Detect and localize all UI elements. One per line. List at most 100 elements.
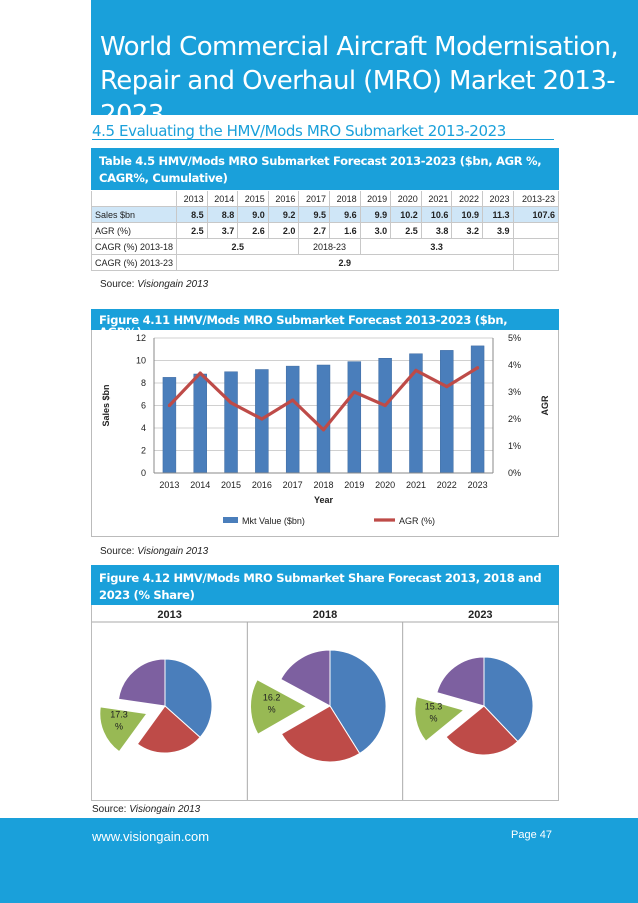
pie-data-label: 17.3 [110, 710, 128, 720]
x-tick-label: 2023 [468, 480, 488, 490]
agr-point [383, 403, 387, 408]
table-header-row: 2013 2014 2015 2016 2017 2018 2019 2020 2021 2022… [90, 191, 560, 207]
footer-url[interactable]: www.visiongain.com [92, 829, 210, 844]
table-row: AGR (%) 2.5 3.7 2.6 2.0 2.7 1.6 3.0 2.5 3.8 3.2 3.9 [90, 222, 560, 239]
x-tick-label: 2018 [313, 480, 333, 490]
table-cell: 8.8 [206, 206, 239, 223]
column-header: 2019 [359, 191, 392, 207]
table-cell: 3.9 [481, 222, 514, 239]
x-tick-label: 2014 [190, 480, 210, 490]
legend-label-bars: Mkt Value ($bn) [242, 516, 305, 526]
pie-title: 2023 [468, 609, 492, 621]
y2-tick-label: 3% [508, 387, 521, 397]
agr-point [475, 366, 480, 370]
table-cell: 9.2 [267, 206, 300, 223]
report-title: World Commercial Aircraft Modernisation,… [100, 30, 638, 132]
source-name: Visiongain 2013 [137, 546, 209, 557]
x-tick-label: 2020 [375, 480, 395, 490]
bar [285, 365, 300, 474]
row-label: AGR (%) [90, 222, 178, 239]
table-cell: 2.9 [176, 254, 514, 271]
pie-title: 2018 [313, 609, 337, 621]
report-title-line2: Repair and Overhaul (MRO) Market 2013-20… [100, 66, 616, 130]
bar [470, 345, 485, 474]
table-cell: 2.0 [267, 222, 300, 239]
agr-point [352, 390, 356, 394]
column-header: 2013 [176, 191, 208, 207]
column-header: 2018 [329, 191, 361, 207]
bar [193, 373, 207, 474]
pie-data-label-unit: % [268, 705, 276, 715]
bar [255, 369, 269, 474]
y-tick-label: 8 [141, 378, 146, 388]
column-header: 2021 [420, 191, 453, 207]
pie-slice [280, 649, 331, 707]
agr-point [260, 417, 264, 421]
forecast-table: 2013 2014 2015 2016 2017 2018 2019 2020 2021 2022… [90, 191, 560, 271]
pie-slice [249, 678, 308, 735]
pie-slice [483, 656, 534, 743]
pie-header-band [92, 605, 558, 622]
column-header: 2014 [206, 191, 239, 207]
pie-data-label: 16.2 [263, 693, 281, 703]
row-label: CAGR (%) 2013-23 [90, 254, 178, 271]
y2-tick-label: 1% [508, 441, 521, 451]
table-cell [512, 222, 560, 239]
row-label: 2018-23 [298, 238, 361, 255]
x-tick-label: 2013 [159, 480, 179, 490]
pie-slice [436, 656, 485, 707]
bar [440, 350, 454, 474]
table-row: CAGR (%) 2013-23 2.9 [90, 254, 560, 271]
agr-point [167, 403, 172, 408]
column-header: 2016 [267, 191, 300, 207]
y2-axis-title: AGR [540, 395, 550, 416]
report-title-line1: World Commercial Aircraft Modernisation, [100, 32, 619, 62]
source-label: Source: [92, 804, 127, 815]
source-label: Source: [100, 279, 135, 290]
pie-data-label: 15.3 [425, 702, 443, 712]
y2-tick-label: 4% [508, 360, 521, 370]
row-label: CAGR (%) 2013-18 [90, 238, 178, 255]
bar [224, 371, 238, 474]
x-tick-label: 2015 [221, 480, 241, 490]
legend-label-line: AGR (%) [399, 516, 435, 526]
combo-chart: 0 2 4 6 8 10 12 0% 1% 2% 3% 4% 5% 2013 2014 2015 2016 201… [101, 333, 550, 526]
row-label: Sales $bn [90, 206, 178, 223]
table-cell: 2.5 [176, 222, 208, 239]
column-header: 2013-23 [512, 191, 560, 207]
table-caption: Table 4.5 HMV/Mods MRO Submarket Forecas… [91, 148, 559, 190]
page-footer: www.visiongain.com Page 47 [0, 818, 638, 903]
table-cell: 2.7 [298, 222, 330, 239]
column-header: 2022 [451, 191, 483, 207]
y-tick-label: 6 [141, 401, 146, 411]
table-cell: 2.5 [176, 238, 300, 255]
x-tick-label: 2021 [406, 480, 426, 490]
table-cell: 10.2 [390, 206, 422, 223]
pie-slice [280, 705, 361, 763]
y2-tick-label: 0% [508, 468, 521, 478]
table-cell: 3.0 [359, 222, 392, 239]
column-header: 2020 [390, 191, 422, 207]
figure-412-source: Source: Visiongain 2013 [92, 804, 200, 815]
table-cell: 11.3 [481, 206, 514, 223]
section-divider [92, 139, 554, 140]
table-cell: 3.8 [420, 222, 453, 239]
pie-slice [117, 658, 166, 707]
table-cell [512, 254, 560, 271]
table-row: CAGR (%) 2013-18 2.5 2018-23 3.3 [90, 238, 560, 255]
pie-slice [164, 658, 213, 739]
y-tick-label: 10 [136, 356, 146, 366]
section-heading: 4.5 Evaluating the HMV/Mods MRO Submarke… [92, 122, 506, 140]
x-tick-label: 2016 [252, 480, 272, 490]
table-cell: 2.5 [390, 222, 422, 239]
x-tick-label: 2019 [344, 480, 364, 490]
figure-412-frame: 2013 17.3% 2018 16.2% 2023 15.3% [91, 605, 559, 801]
bar [316, 364, 331, 474]
x-tick-label: 2017 [283, 480, 303, 490]
pie-slice [99, 706, 148, 753]
column-header: 2017 [298, 191, 330, 207]
table-cell: 9.9 [359, 206, 392, 223]
bar [162, 377, 177, 474]
table-cell: 3.2 [451, 222, 483, 239]
pie-data-label-unit: % [429, 714, 437, 724]
